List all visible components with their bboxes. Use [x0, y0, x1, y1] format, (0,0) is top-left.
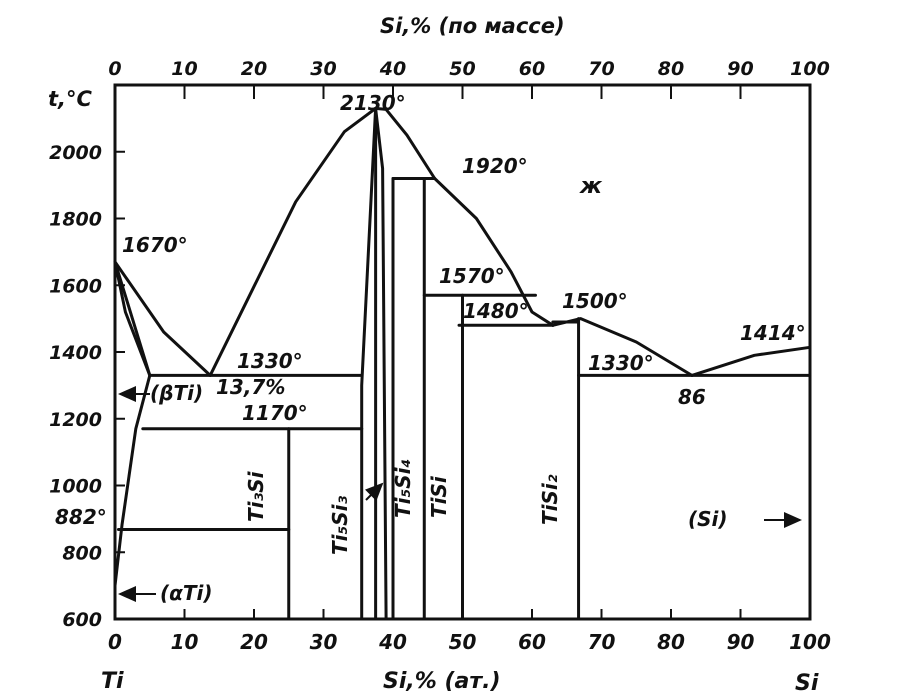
phase-label: ж [579, 174, 603, 199]
top-tick-label: 50 [449, 58, 475, 80]
element-label-si: Si [795, 671, 819, 696]
bottom-tick-label: 80 [657, 630, 685, 654]
top-tick-label: 20 [241, 58, 267, 80]
compound-label: TiSi₂ [538, 474, 562, 525]
phase-label: (βTi) [150, 381, 203, 405]
annotations: Ti₃Si Ti₅Si₃ Ti₅Si₄ TiSi TiSi₂ 1670° 2130° 1920… [55, 91, 806, 605]
bottom-tick-label: 0 [108, 630, 122, 654]
bottom-tick-label: 60 [518, 630, 546, 654]
temperature-label: 1330° [588, 351, 654, 375]
temperature-label: 1920° [462, 154, 528, 178]
bottom-tick-label: 10 [171, 630, 199, 654]
bottom-tick-label: 70 [588, 630, 616, 654]
top-tick-label: 0 [108, 58, 121, 80]
liquidus-curve [208, 106, 437, 377]
element-label-ti: Ti [101, 669, 124, 694]
temperature-label: 1414° [740, 321, 806, 345]
left-tick-label: 600 [62, 609, 102, 631]
bottom-axis-title: Si,% (ат.) [383, 669, 501, 694]
temperature-label: 13,7% [216, 375, 285, 399]
left-tick-label: 1600 [49, 275, 102, 297]
phase-label: (αTi) [160, 581, 213, 605]
compound-label: Ti₃Si [244, 470, 268, 522]
left-tick-label: 1400 [49, 342, 102, 364]
temperature-label: 1170° [242, 401, 308, 425]
temperature-label: 1500° [562, 289, 628, 313]
left-tick-label: 1200 [49, 409, 102, 431]
bottom-tick-label: 40 [378, 630, 407, 654]
top-tick-label: 10 [171, 58, 197, 80]
temperature-label: 1330° [237, 349, 303, 373]
axis-ticks: 0 10 20 30 40 50 60 70 80 90 1000 10 20 30 40 50 60 70 80 9… [49, 58, 831, 654]
bottom-tick-label: 50 [449, 630, 477, 654]
left-tick-label: 1800 [49, 209, 102, 231]
ti-solid-solution-boundary [113, 260, 152, 588]
temperature-label: 2130° [340, 91, 406, 115]
phase-boundaries [113, 106, 812, 621]
bottom-tick-label: 20 [240, 630, 268, 654]
temperature-label: 1670° [122, 233, 188, 257]
ti5si3-field-boundary [360, 106, 388, 621]
compound-label: Ti₅Si₄ [391, 459, 415, 518]
temperature-label: 86 [678, 385, 706, 409]
left-tick-label: 1000 [49, 476, 102, 498]
temperature-label: 1480° [463, 299, 529, 323]
top-axis-title: Si,% (по массе) [380, 14, 565, 38]
top-tick-label: 80 [658, 58, 684, 80]
left-tick-label: 800 [62, 542, 102, 564]
liquidus-curve [113, 260, 212, 377]
bottom-tick-label: 30 [310, 630, 338, 654]
bottom-tick-label: 90 [727, 630, 755, 654]
bottom-tick-label: 100 [789, 630, 831, 654]
temperature-label: 1570° [439, 264, 505, 288]
top-tick-label: 100 [790, 58, 830, 80]
top-tick-label: 30 [310, 58, 336, 80]
top-tick-label: 90 [727, 58, 753, 80]
compound-label: TiSi [427, 475, 451, 518]
temperature-label: 882° [55, 505, 107, 529]
top-tick-label: 70 [588, 58, 614, 80]
beta-solidus [113, 260, 152, 377]
compound-label: Ti₅Si₃ [328, 495, 352, 555]
top-tick-label: 40 [379, 58, 406, 80]
liquidus-curve [690, 345, 812, 377]
top-tick-label: 60 [519, 58, 545, 80]
field-arrow [365, 482, 384, 501]
left-tick-label: 2000 [49, 142, 102, 164]
left-axis-title: t,°C [48, 87, 93, 111]
phase-label: (Si) [688, 507, 728, 531]
liquidus-curve [433, 177, 555, 327]
